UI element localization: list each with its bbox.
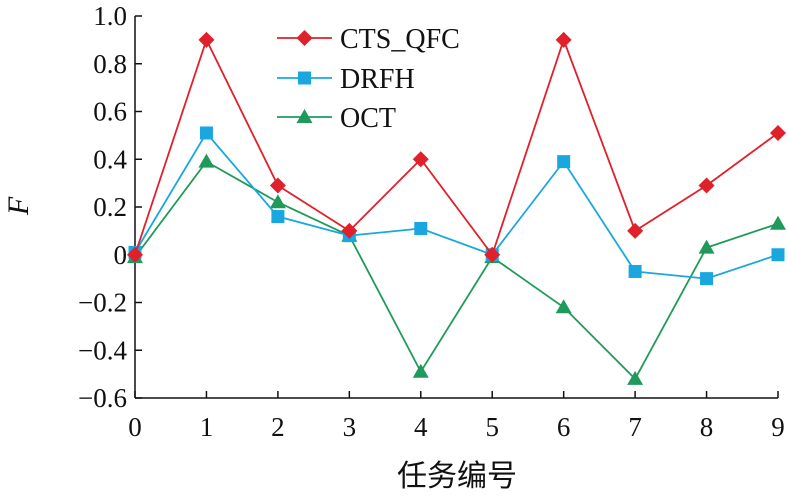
x-tick-label: 3 (343, 412, 357, 442)
y-tick-label: 0.6 (93, 97, 127, 127)
data-point (700, 272, 714, 286)
x-tick-label: 9 (771, 412, 785, 442)
data-point (557, 155, 571, 169)
x-tick-label: 8 (700, 412, 714, 442)
data-point (698, 239, 715, 254)
y-tick-label: 0.2 (93, 192, 127, 222)
legend-entry: DRFH (277, 64, 415, 95)
data-point (199, 126, 213, 140)
legend: CTS_QFC DRFH OCT (277, 24, 460, 134)
data-point (771, 248, 785, 262)
legend-marker (296, 30, 313, 46)
data-point (271, 210, 285, 224)
series-cts-qfc (127, 31, 786, 263)
data-point (412, 151, 429, 168)
y-tick-label: 0 (114, 240, 128, 270)
data-point (770, 215, 786, 230)
legend-entry: CTS_QFC (277, 24, 460, 55)
legend-label: CTS_QFC (340, 24, 460, 55)
y-axis-title: F (2, 196, 35, 216)
data-point (627, 370, 644, 385)
legend-label: DRFH (340, 64, 415, 95)
data-point (628, 264, 642, 278)
series-oct (127, 153, 786, 385)
x-tick-label: 2 (271, 412, 285, 442)
x-axis-title: 任务编号 (397, 460, 517, 493)
data-point (555, 31, 572, 48)
legend-entry: OCT (277, 103, 396, 134)
data-point (627, 222, 644, 239)
x-tick-label: 4 (414, 412, 428, 442)
series-line (134, 160, 779, 381)
y-tick-label: −0.2 (78, 288, 127, 318)
data-point (198, 31, 215, 48)
data-point (414, 221, 428, 235)
series-line (134, 131, 779, 280)
data-point (412, 363, 429, 378)
data-point (127, 246, 143, 263)
y-tick-label: 0.8 (93, 49, 127, 79)
x-tick-label: 5 (485, 412, 499, 442)
x-tick-label: 1 (200, 412, 214, 442)
series-drfh (128, 126, 785, 286)
series-layer (127, 31, 786, 385)
legend-label: OCT (340, 103, 396, 134)
y-tick-label: 0.4 (93, 144, 127, 174)
y-tick-label: −0.4 (78, 335, 127, 365)
legend-marker (296, 109, 313, 123)
x-tick-label: 0 (128, 412, 142, 442)
legend-marker (298, 71, 311, 85)
data-point (269, 194, 286, 209)
data-point (484, 246, 501, 263)
data-point (770, 124, 786, 141)
data-point (341, 222, 358, 239)
y-tick-label: −0.6 (78, 383, 127, 413)
data-point (269, 177, 286, 194)
y-tick-label: 1.0 (93, 1, 127, 31)
x-tick-label: 7 (628, 412, 642, 442)
axes: −0.6 −0.4 −0.2 0 0.2 0.4 0.6 0.8 1.0 0 1 2 3 4 5 6 7 8 9 (78, 1, 785, 442)
data-point (698, 177, 715, 194)
data-point (555, 299, 572, 314)
data-point (198, 153, 215, 168)
x-tick-label: 6 (557, 412, 571, 442)
series-line (134, 37, 779, 257)
